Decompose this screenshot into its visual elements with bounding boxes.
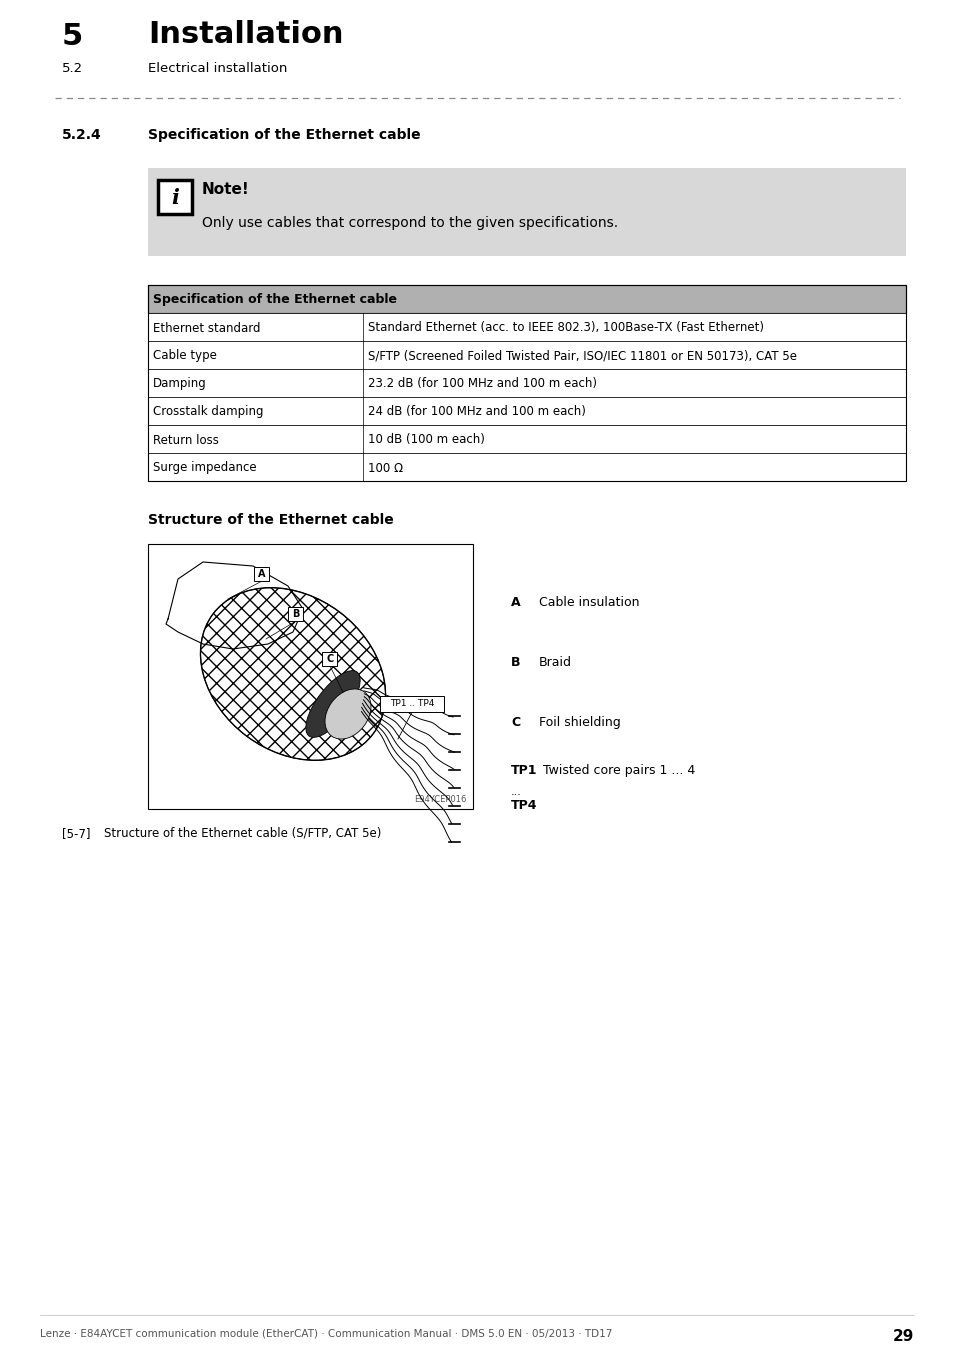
- Text: Structure of the Ethernet cable (S/FTP, CAT 5e): Structure of the Ethernet cable (S/FTP, …: [104, 828, 381, 840]
- Bar: [148, 167, 905, 256]
- Text: [5-7]: [5-7]: [62, 828, 91, 840]
- Text: E94YCEP016: E94YCEP016: [415, 795, 467, 805]
- Text: C: C: [511, 716, 519, 729]
- Text: Return loss: Return loss: [152, 433, 218, 447]
- Bar: [379, 697, 443, 711]
- Text: Cable insulation: Cable insulation: [538, 595, 639, 609]
- Bar: [148, 425, 905, 454]
- Text: 23.2 dB (for 100 MHz and 100 m each): 23.2 dB (for 100 MHz and 100 m each): [368, 378, 597, 390]
- Text: Braid: Braid: [538, 656, 572, 670]
- Text: Cable type: Cable type: [152, 350, 216, 363]
- Text: Damping: Damping: [152, 378, 207, 390]
- Text: 5.2: 5.2: [62, 62, 83, 76]
- Text: 5: 5: [62, 22, 83, 51]
- Text: B: B: [511, 656, 520, 670]
- Bar: [158, 180, 192, 215]
- Text: Specification of the Ethernet cable: Specification of the Ethernet cable: [148, 128, 420, 142]
- Text: 100 Ω: 100 Ω: [368, 462, 403, 474]
- Text: Specification of the Ethernet cable: Specification of the Ethernet cable: [152, 293, 396, 306]
- Text: TP1: TP1: [511, 764, 537, 778]
- Text: 5.2.4: 5.2.4: [62, 128, 102, 142]
- Text: Lenze · E84AYCET communication module (EtherCAT) · Communication Manual · DMS 5.: Lenze · E84AYCET communication module (E…: [40, 1328, 612, 1339]
- Text: Structure of the Ethernet cable: Structure of the Ethernet cable: [148, 513, 394, 526]
- Text: A: A: [511, 595, 520, 609]
- Bar: [148, 397, 905, 425]
- Ellipse shape: [325, 688, 371, 738]
- Ellipse shape: [200, 587, 385, 760]
- Text: Standard Ethernet (acc. to IEEE 802.3), 100Base-TX (Fast Ethernet): Standard Ethernet (acc. to IEEE 802.3), …: [368, 321, 763, 335]
- Text: C: C: [326, 653, 334, 664]
- Bar: [322, 652, 337, 666]
- Text: Electrical installation: Electrical installation: [148, 62, 287, 76]
- Text: A: A: [258, 568, 266, 579]
- Text: 10 dB (100 m each): 10 dB (100 m each): [368, 433, 484, 447]
- Text: 29: 29: [892, 1328, 913, 1345]
- Text: Twisted core pairs 1 ... 4: Twisted core pairs 1 ... 4: [542, 764, 695, 778]
- Text: ...: ...: [511, 787, 521, 796]
- Ellipse shape: [306, 671, 360, 737]
- Text: Crosstalk damping: Crosstalk damping: [152, 405, 263, 418]
- Text: Ethernet standard: Ethernet standard: [152, 321, 260, 335]
- Bar: [148, 454, 905, 481]
- Text: Foil shielding: Foil shielding: [538, 716, 620, 729]
- Bar: [148, 285, 905, 313]
- Text: Installation: Installation: [148, 20, 343, 49]
- Bar: [148, 369, 905, 397]
- Text: Only use cables that correspond to the given specifications.: Only use cables that correspond to the g…: [202, 216, 618, 230]
- Text: S/FTP (Screened Foiled Twisted Pair, ISO/IEC 11801 or EN 50173), CAT 5e: S/FTP (Screened Foiled Twisted Pair, ISO…: [368, 350, 796, 363]
- Bar: [148, 544, 473, 809]
- Bar: [254, 567, 269, 580]
- Bar: [148, 342, 905, 369]
- Text: i: i: [171, 188, 179, 208]
- Text: TP1 .. TP4: TP1 .. TP4: [390, 699, 434, 709]
- Text: Surge impedance: Surge impedance: [152, 462, 256, 474]
- Text: 24 dB (for 100 MHz and 100 m each): 24 dB (for 100 MHz and 100 m each): [368, 405, 585, 418]
- Bar: [148, 313, 905, 342]
- Text: B: B: [292, 609, 299, 620]
- Bar: [148, 285, 905, 481]
- Text: TP4: TP4: [511, 799, 537, 811]
- Text: Note!: Note!: [202, 182, 250, 197]
- Bar: [288, 608, 303, 621]
